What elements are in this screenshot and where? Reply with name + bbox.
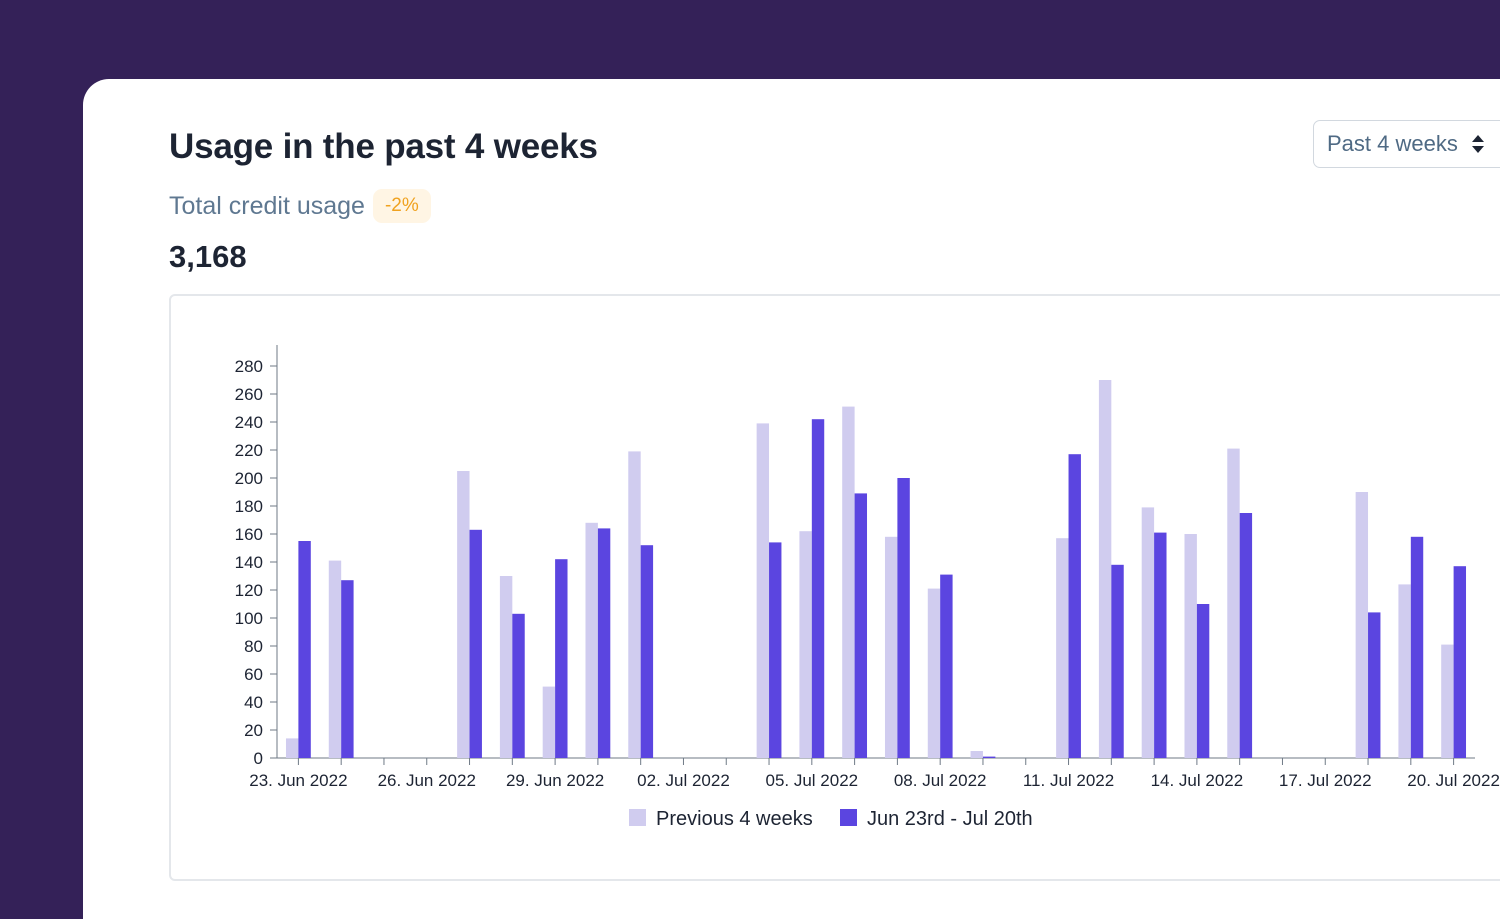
bar-current bbox=[811, 419, 825, 758]
subtitle-row: Total credit usage -2% bbox=[169, 187, 431, 225]
x-tick-label: 23. Jun 2022 bbox=[249, 771, 347, 790]
bar-previous bbox=[457, 471, 470, 758]
x-tick-label: 20. Jul 2022 bbox=[1407, 771, 1500, 790]
bar-previous bbox=[585, 522, 598, 758]
x-tick-label: 17. Jul 2022 bbox=[1279, 771, 1372, 790]
legend-swatch-current bbox=[840, 809, 857, 826]
x-tick-label: 02. Jul 2022 bbox=[637, 771, 730, 790]
range-select-value: Past 4 weeks bbox=[1327, 131, 1458, 156]
bar-previous bbox=[1355, 492, 1369, 758]
bar-current bbox=[769, 542, 782, 758]
bar-current bbox=[597, 528, 611, 758]
bar-previous bbox=[799, 531, 812, 758]
bar-previous bbox=[884, 536, 898, 758]
bar-previous bbox=[499, 576, 513, 758]
x-tick-label: 08. Jul 2022 bbox=[894, 771, 987, 790]
bar-current bbox=[854, 493, 868, 758]
y-tick-label: 100 bbox=[235, 609, 263, 628]
bar-current bbox=[1239, 513, 1253, 758]
bar-previous bbox=[285, 738, 299, 758]
bar-previous bbox=[1441, 644, 1454, 758]
bar-current bbox=[640, 545, 654, 758]
y-tick-label: 0 bbox=[254, 749, 263, 768]
bar-current bbox=[1111, 564, 1124, 758]
bar-previous bbox=[1098, 380, 1112, 758]
y-tick-label: 80 bbox=[244, 637, 263, 656]
bar-previous bbox=[542, 686, 556, 758]
bar-current bbox=[1368, 612, 1381, 758]
bar-current bbox=[1154, 532, 1167, 758]
y-tick-label: 60 bbox=[244, 665, 263, 684]
usage-bar-chart: 0 20 40 60 80 100 120 140 160 180 200 220 240 260 280 2… bbox=[235, 345, 1500, 830]
y-tick-label: 240 bbox=[235, 413, 263, 432]
bar-previous bbox=[328, 560, 342, 758]
bar-previous bbox=[1056, 538, 1069, 758]
range-select[interactable]: Past 4 weeks bbox=[1313, 120, 1500, 168]
y-tick-label: 220 bbox=[235, 441, 263, 460]
bar-previous bbox=[1398, 584, 1411, 758]
y-tick-label: 40 bbox=[244, 693, 263, 712]
x-tick-label: 05. Jul 2022 bbox=[766, 771, 859, 790]
y-tick-label: 160 bbox=[235, 525, 263, 544]
bar-current bbox=[512, 613, 525, 758]
x-tick-label: 11. Jul 2022 bbox=[1023, 771, 1114, 790]
total-value: 3,168 bbox=[169, 239, 247, 274]
y-tick-label: 280 bbox=[235, 357, 263, 376]
bar-current bbox=[940, 574, 953, 758]
legend-swatch-previous bbox=[629, 809, 646, 826]
bar-previous bbox=[628, 451, 641, 758]
legend-label-previous: Previous 4 weeks bbox=[656, 808, 813, 830]
bar-current bbox=[897, 478, 910, 758]
bar-current bbox=[1196, 604, 1210, 758]
bar-current bbox=[469, 529, 482, 758]
chart-container: 0 20 40 60 80 100 120 140 160 180 200 220 240 260 280 2… bbox=[169, 294, 1500, 881]
y-tick-label: 120 bbox=[235, 581, 263, 600]
bar-previous bbox=[756, 423, 770, 758]
bar-previous bbox=[927, 588, 941, 758]
bar-previous bbox=[842, 406, 855, 758]
y-tick-label: 200 bbox=[235, 469, 263, 488]
bar-current bbox=[298, 541, 311, 758]
y-tick-label: 20 bbox=[244, 721, 263, 740]
bar-previous bbox=[970, 751, 983, 758]
x-tick-label: 14. Jul 2022 bbox=[1151, 771, 1244, 790]
bar-current bbox=[1068, 454, 1081, 758]
legend-label-current: Jun 23rd - Jul 20th bbox=[867, 808, 1033, 830]
bar-current bbox=[1453, 566, 1467, 758]
y-tick-label: 140 bbox=[235, 553, 263, 572]
usage-card: Usage in the past 4 weeks Total credit u… bbox=[83, 79, 1500, 919]
change-badge: -2% bbox=[372, 189, 431, 223]
page-title: Usage in the past 4 weeks bbox=[169, 127, 598, 166]
x-tick-label: 29. Jun 2022 bbox=[506, 771, 604, 790]
bar-previous bbox=[1184, 534, 1197, 758]
bar-current bbox=[555, 559, 568, 758]
bar-previous bbox=[1227, 448, 1240, 758]
y-tick-label: 180 bbox=[235, 497, 263, 516]
bar-previous bbox=[1141, 507, 1155, 758]
bar-current bbox=[982, 756, 996, 758]
total-credit-usage-label: Total credit usage bbox=[169, 191, 365, 220]
bar-current bbox=[341, 580, 354, 758]
x-tick-label: 26. Jun 2022 bbox=[378, 771, 476, 790]
y-tick-label: 260 bbox=[235, 385, 263, 404]
bar-current bbox=[1410, 536, 1424, 758]
sort-arrows-icon bbox=[1471, 134, 1484, 154]
